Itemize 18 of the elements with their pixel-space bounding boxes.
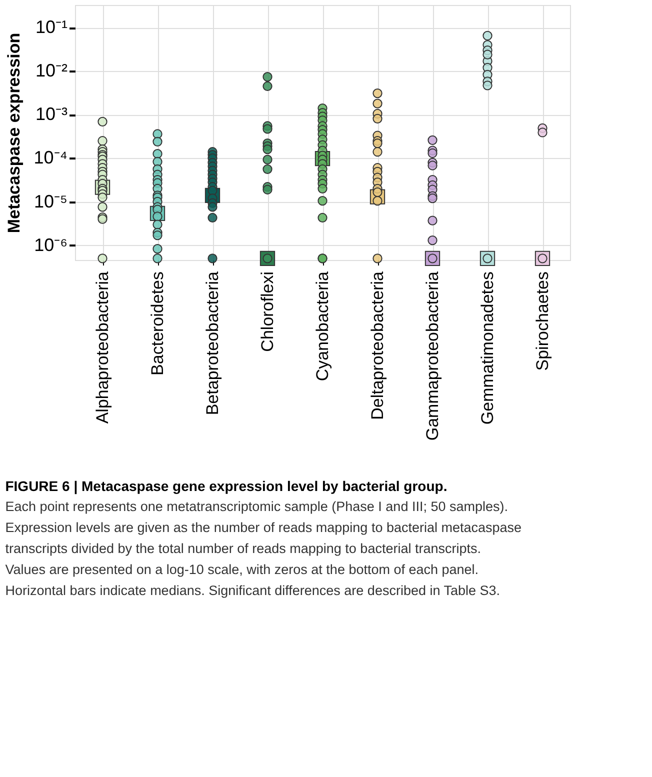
x-tick-label: Chloroflexi bbox=[258, 272, 277, 352]
y-tick-label: 10⁻⁶ bbox=[34, 234, 68, 255]
x-tick-label: Betaproteobacteria bbox=[203, 270, 222, 416]
y-tick-label: 10⁻⁵ bbox=[34, 191, 68, 212]
y-tick-label: 10⁻³ bbox=[35, 104, 68, 124]
y-tick-label: 10⁻² bbox=[35, 60, 68, 81]
x-tick-label: Cyanobacteria bbox=[313, 270, 332, 382]
x-tick-label: Alphaproteobacteria bbox=[93, 270, 112, 424]
x-tick-label: Bacteroidetes bbox=[148, 272, 167, 376]
y-tick-label: 10⁻⁴ bbox=[34, 148, 68, 168]
y-tick-label: 10⁻¹ bbox=[35, 17, 68, 38]
x-tick-label: Gemmatimonadetes bbox=[478, 272, 497, 425]
x-tick-label: Gammaproteobacteria bbox=[423, 270, 442, 441]
x-tick-label: Deltaproteobacteria bbox=[368, 270, 387, 420]
x-tick-label: Spirochaetes bbox=[533, 272, 552, 371]
text: Each point represents one metatranscriptomic sample (Phase I and III; 50 samples). Expression levels are given as the number of reads mapping to bacterial metacaspase transcripts divided by the total number of reads mapping to bacterial transcripts. Values are presented on a log-10 scale, with zeros at the bottom of each panel. Horizontal bars indicate medians. Significant differences are described in Table S3. bbox=[5, 499, 522, 598]
y-axis-title: Metacaspase expression bbox=[4, 32, 24, 234]
text: FIGURE 6 | Metacaspase gene expression level by bacterial group. bbox=[5, 478, 448, 496]
